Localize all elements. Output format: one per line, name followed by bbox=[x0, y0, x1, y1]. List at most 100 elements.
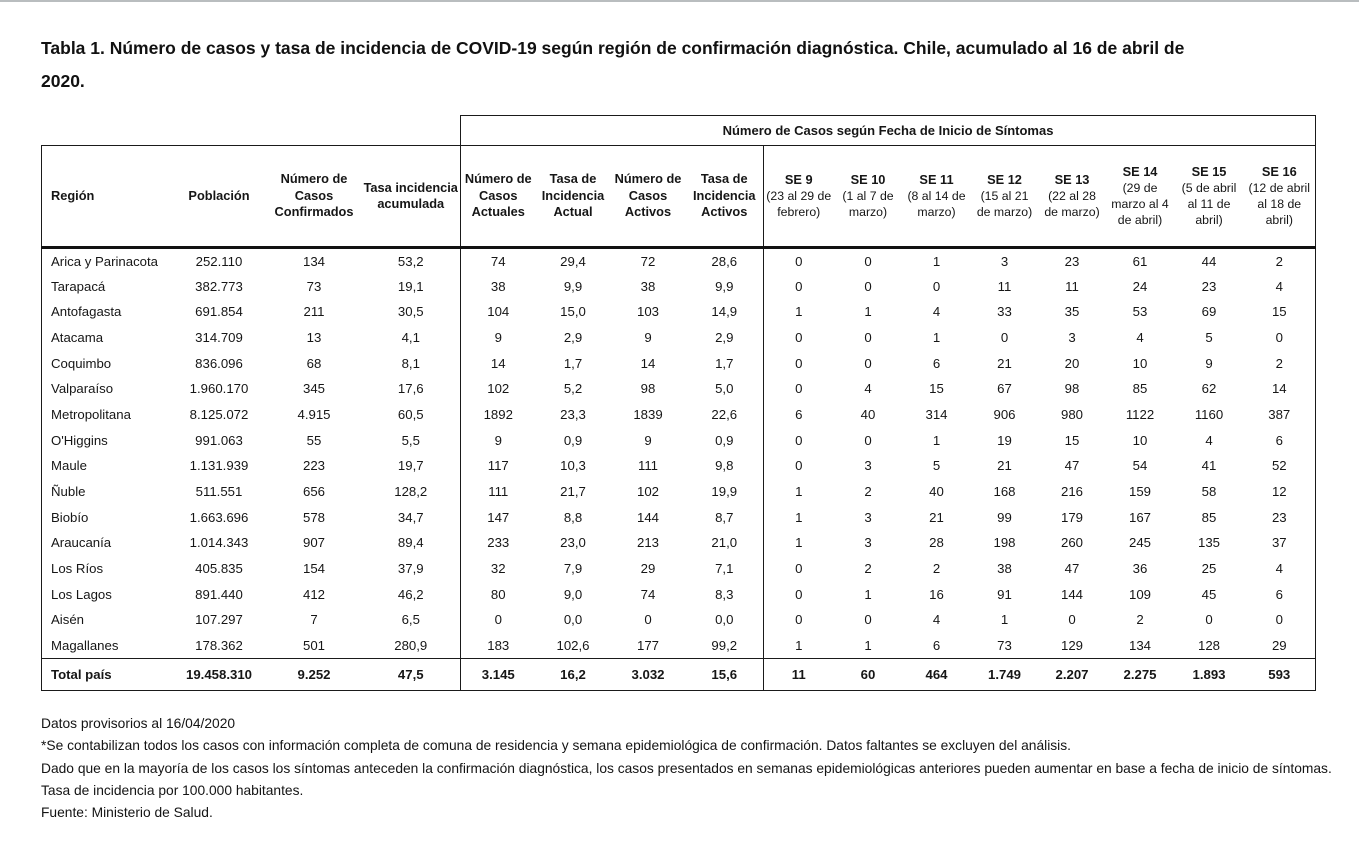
se15-cell: 62 bbox=[1201, 381, 1217, 397]
tasa-acumulada-cell: 19,1 bbox=[397, 278, 424, 294]
total-cell: 2.207 bbox=[1038, 658, 1106, 691]
footnote-source: Fuente: Ministerio de Salud. bbox=[41, 805, 213, 821]
se13-cell: 98 bbox=[1064, 381, 1080, 397]
se12-dates: (15 al 21 de marzo) bbox=[976, 189, 1033, 220]
se16-cell: 0 bbox=[1243, 607, 1317, 633]
se11-label: SE 11 bbox=[919, 171, 954, 187]
total-cell: 19.458.310 bbox=[171, 658, 267, 691]
tasa-actual-cell: 21,7 bbox=[560, 484, 586, 500]
se16-cell: 4 bbox=[1243, 273, 1317, 299]
total-cell: 3.032 bbox=[610, 658, 686, 691]
se16-cell: 23 bbox=[1243, 504, 1317, 531]
se15-cell: 41 bbox=[1201, 458, 1217, 474]
total-cell: 2.275 bbox=[1105, 658, 1175, 691]
se9-cell: 1 bbox=[763, 298, 834, 325]
tasa-activos-cell: 2,9 bbox=[715, 329, 734, 345]
se11-cell: 0 bbox=[932, 278, 941, 294]
tasa-activos-cell: 14,9 bbox=[711, 304, 738, 320]
poblacion-cell: 1.663.696 bbox=[189, 509, 249, 525]
se12-cell: 73 bbox=[997, 637, 1012, 653]
casos-activos-cell: 177 bbox=[636, 637, 659, 653]
se14-cell: 109 bbox=[1128, 586, 1151, 602]
region-cell: O'Higgins bbox=[41, 427, 172, 453]
se10-cell: 0 bbox=[864, 278, 872, 294]
casos-actuales-cell: 74 bbox=[460, 247, 536, 274]
casos-confirmados-cell: 68 bbox=[306, 355, 322, 371]
tasa-acumulada-cell: 280,9 bbox=[394, 637, 428, 653]
casos-actuales-cell: 0 bbox=[460, 607, 536, 633]
se14-cell: 36 bbox=[1132, 561, 1148, 577]
se11-cell: 5 bbox=[932, 458, 941, 474]
se9-cell: 1 bbox=[763, 504, 834, 531]
tasa-activos-cell: 0,0 bbox=[715, 612, 734, 628]
casos-activos-cell: 103 bbox=[636, 304, 659, 320]
title-line-2: 2020. bbox=[41, 71, 85, 91]
tasa-acumulada-cell: 19,7 bbox=[397, 458, 424, 474]
casos-confirmados-cell: 501 bbox=[302, 637, 325, 653]
se15-cell: 85 bbox=[1201, 509, 1217, 525]
casos-confirmados-cell: 55 bbox=[306, 432, 322, 448]
casos-actuales-cell: 1892 bbox=[460, 401, 536, 428]
corner-spacer bbox=[42, 116, 461, 146]
tasa-activos-cell: 1,7 bbox=[715, 355, 734, 371]
poblacion-cell: 691.854 bbox=[195, 304, 243, 320]
se11-cell: 314 bbox=[925, 406, 948, 422]
se13-cell: 260 bbox=[1060, 535, 1083, 551]
casos-actuales-cell: 102 bbox=[460, 375, 536, 402]
se9-cell: 0 bbox=[763, 453, 834, 479]
poblacion-cell: 991.063 bbox=[195, 432, 243, 448]
col-header-se10: SE 10 (1 al 7 de marzo) bbox=[833, 145, 903, 249]
covid-region-table: Número de Casos según Fecha de Inicio de… bbox=[41, 115, 1317, 691]
se10-cell: 2 bbox=[864, 484, 872, 500]
col-header-casos-activos: Número de Casos Activos bbox=[610, 145, 686, 249]
table-row: O'Higgins 991.063 55 5,5 9 0,9 9 0,9 0 0… bbox=[41, 427, 1317, 453]
casos-confirmados-cell: 211 bbox=[303, 304, 325, 320]
poblacion-cell: 511.551 bbox=[195, 484, 243, 500]
se13-cell: 129 bbox=[1060, 637, 1083, 653]
se15-cell: 58 bbox=[1201, 484, 1217, 500]
span-header-onset-weeks: Número de Casos según Fecha de Inicio de… bbox=[459, 115, 1317, 146]
se13-label: SE 13 bbox=[1054, 171, 1090, 187]
se14-cell: 134 bbox=[1128, 637, 1151, 653]
se9-cell: 0 bbox=[763, 555, 834, 582]
tasa-activos-cell: 22,6 bbox=[711, 406, 738, 422]
tasa-activos-cell: 28,6 bbox=[711, 253, 738, 269]
se16-dates: (12 de abril al 18 de abril) bbox=[1248, 181, 1311, 228]
col-header-casos-confirmados: Número de Casos Confirmados bbox=[266, 145, 362, 249]
region-cell: Los Lagos bbox=[41, 581, 172, 608]
se16-cell: 6 bbox=[1243, 581, 1317, 608]
total-row: Total país 19.458.310 9.252 47,5 3.145 1… bbox=[41, 658, 1317, 691]
casos-confirmados-cell: 412 bbox=[302, 586, 325, 602]
tasa-acumulada-cell: 5,5 bbox=[401, 432, 420, 448]
casos-actuales-cell: 233 bbox=[460, 530, 536, 556]
col-header-tasa-incidencia-acumulada: Tasa incidencia acumulada bbox=[361, 145, 461, 249]
tasa-activos-cell: 0,9 bbox=[715, 432, 734, 448]
se14-cell: 159 bbox=[1128, 484, 1151, 500]
total-cell: 9.252 bbox=[266, 658, 362, 691]
tasa-acumulada-cell: 37,9 bbox=[397, 561, 424, 577]
casos-actuales-cell: 104 bbox=[460, 298, 536, 325]
tasa-actual-cell: 0,0 bbox=[563, 612, 583, 628]
col-header-se12: SE 12 (15 al 21 de marzo) bbox=[970, 145, 1039, 249]
tasa-activos-cell: 8,3 bbox=[715, 586, 734, 602]
se14-cell: 2 bbox=[1136, 612, 1144, 628]
casos-activos-cell: 0 bbox=[644, 612, 652, 628]
table-row: Coquimbo 836.096 68 8,1 14 1,7 14 1,7 0 … bbox=[41, 350, 1317, 376]
se11-cell: 1 bbox=[932, 253, 941, 269]
se10-cell: 0 bbox=[864, 355, 872, 371]
total-cell: 1.749 bbox=[970, 658, 1039, 691]
se10-cell: 1 bbox=[864, 637, 872, 653]
table-row: Arica y Parinacota 252.110 134 53,2 74 2… bbox=[41, 247, 1317, 274]
se12-cell: 19 bbox=[997, 432, 1012, 448]
col-header-se9: SE 9 (23 al 29 de febrero) bbox=[763, 145, 834, 249]
se9-cell: 0 bbox=[763, 247, 834, 274]
region-cell: Ñuble bbox=[41, 478, 172, 505]
se16-cell: 2 bbox=[1243, 350, 1317, 376]
tasa-actual-cell: 9,9 bbox=[563, 278, 583, 294]
casos-actuales-cell: 111 bbox=[460, 478, 536, 505]
table-row: Atacama 314.709 13 4,1 9 2,9 9 2,9 0 0 1… bbox=[41, 324, 1317, 351]
se11-cell: 28 bbox=[929, 535, 944, 551]
table-row: Metropolitana 8.125.072 4.915 60,5 1892 … bbox=[41, 401, 1317, 428]
poblacion-cell: 8.125.072 bbox=[189, 406, 249, 422]
footnote-asterisk: *Se contabilizan todos los casos con inf… bbox=[41, 738, 1071, 754]
